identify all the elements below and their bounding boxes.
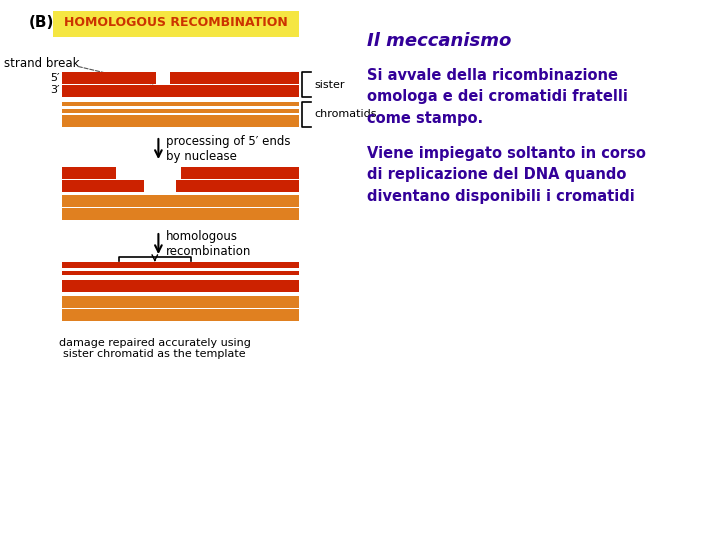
Text: Si avvale della ricombinazione
omologa e dei cromatidi fratelli
come stampo.: Si avvale della ricombinazione omologa e… (367, 68, 628, 126)
Bar (181, 167, 299, 179)
Bar (62, 195, 299, 207)
Text: chromatids: chromatids (315, 109, 377, 119)
Bar (62, 167, 116, 179)
Bar (62, 268, 299, 271)
Text: Il meccanismo: Il meccanismo (367, 32, 512, 50)
Bar (62, 115, 299, 127)
Bar (53, 11, 299, 37)
Text: (B): (B) (29, 15, 54, 30)
Text: Viene impiegato soltanto in corso
di replicazione del DNA quando
diventano dispo: Viene impiegato soltanto in corso di rep… (367, 146, 646, 204)
Text: strand break: strand break (4, 57, 79, 70)
Bar (62, 106, 299, 109)
Text: HOMOLOGOUS RECOMBINATION: HOMOLOGOUS RECOMBINATION (64, 16, 287, 29)
Bar (62, 262, 299, 275)
Text: 5′: 5′ (50, 73, 60, 83)
Bar (170, 72, 299, 84)
Bar (62, 180, 144, 192)
Bar (62, 280, 299, 292)
Bar (62, 309, 299, 321)
Bar (62, 72, 156, 84)
Bar (62, 208, 299, 220)
Text: processing of 5′ ends
by nuclease: processing of 5′ ends by nuclease (166, 135, 290, 163)
Bar (176, 180, 299, 192)
Text: sister: sister (315, 79, 345, 90)
Bar (62, 85, 299, 97)
Text: homologous
recombination: homologous recombination (166, 230, 251, 258)
Text: damage repaired accurately using
sister chromatid as the template: damage repaired accurately using sister … (59, 338, 251, 359)
Bar (62, 102, 299, 113)
Bar (62, 296, 299, 308)
Text: 3′: 3′ (50, 85, 60, 95)
